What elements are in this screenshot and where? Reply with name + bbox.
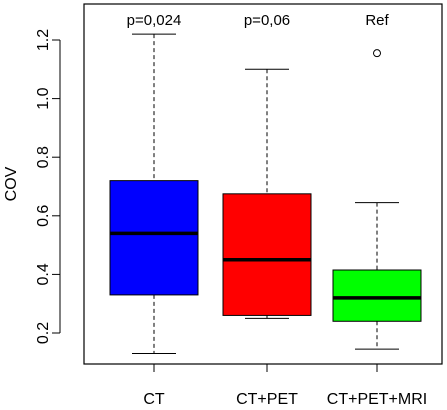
y-axis: 0.2 0.4 0.6 0.8 1.0 1.2 bbox=[35, 29, 61, 344]
y-tick-label: 0.2 bbox=[35, 322, 52, 344]
x-tick-label: CT+PET+MRI bbox=[327, 391, 427, 408]
box-ct: p=0,024 bbox=[109, 12, 199, 355]
y-tick-label: 0.4 bbox=[35, 263, 52, 285]
x-axis: CT CT+PET CT+PET+MRI bbox=[143, 363, 427, 408]
box-ct-pet: p=0,06 bbox=[222, 12, 312, 319]
y-tick-label: 0.6 bbox=[35, 205, 52, 227]
x-tick-label: CT bbox=[143, 391, 165, 408]
box-annotation: Ref bbox=[365, 12, 389, 29]
y-tick-label: 0.8 bbox=[35, 146, 52, 168]
y-tick-label: 1.0 bbox=[35, 87, 52, 109]
box-body bbox=[222, 193, 312, 316]
x-tick-label: CT+PET bbox=[236, 391, 298, 408]
box-annotation: p=0,06 bbox=[244, 12, 290, 29]
box-ct-pet-mri: Ref bbox=[332, 12, 422, 350]
boxes-layer: p=0,024 p=0,06 Ref bbox=[109, 12, 422, 355]
y-axis-title: COV bbox=[3, 166, 20, 201]
outlier-point bbox=[373, 49, 381, 58]
box-body bbox=[332, 269, 422, 322]
box-body bbox=[109, 180, 199, 296]
box-annotation: p=0,024 bbox=[127, 12, 182, 29]
y-tick-label: 1.2 bbox=[35, 29, 52, 51]
